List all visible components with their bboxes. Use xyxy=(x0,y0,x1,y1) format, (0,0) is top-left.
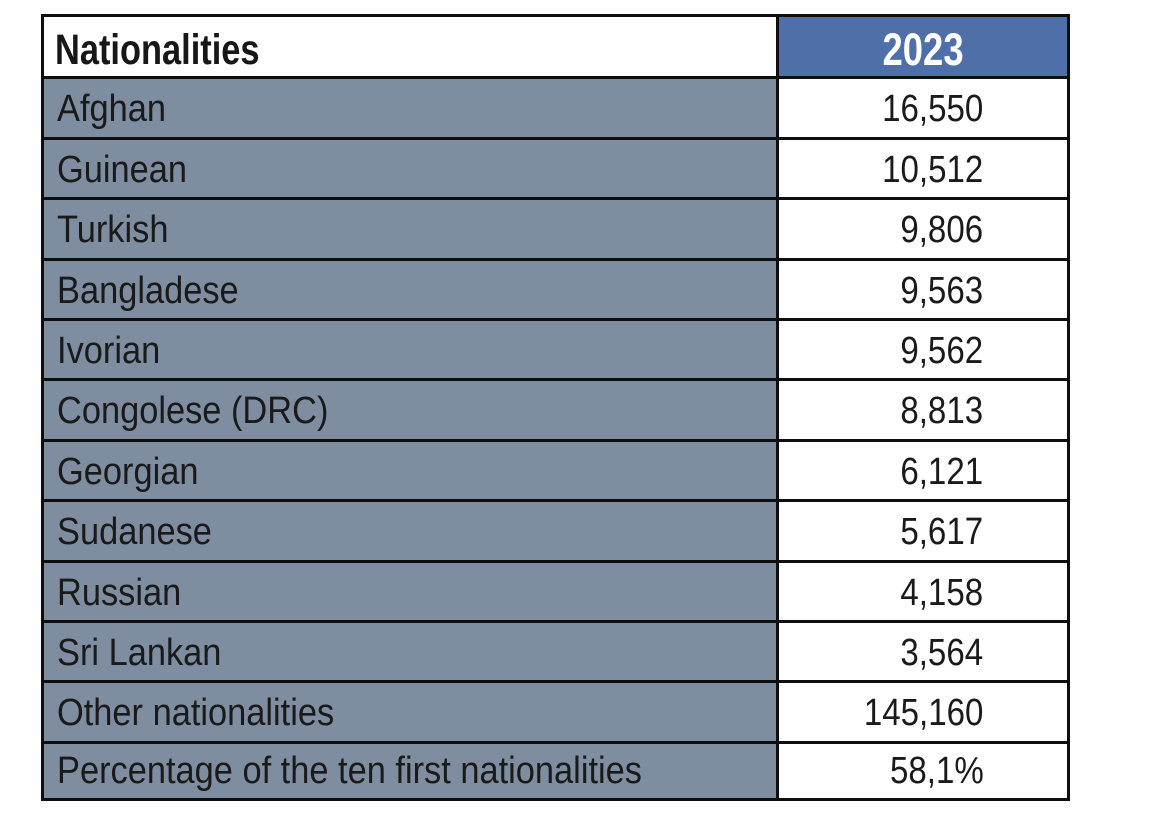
nationality-cell: Congolese (DRC) xyxy=(44,381,780,442)
value-label: 9,562 xyxy=(900,329,984,372)
nationalities-table: Nationalities 2023 Afghan 16,550 Guinean… xyxy=(41,14,1071,801)
value-cell: 8,813 xyxy=(779,381,1068,442)
header-cell-2023: 2023 xyxy=(779,17,1068,80)
value-label: 10,512 xyxy=(882,148,984,191)
nationality-label: Ivorian xyxy=(56,329,161,372)
value-label: 16,550 xyxy=(882,88,984,131)
value-label: 4,158 xyxy=(900,571,984,614)
nationality-cell: Other nationalities xyxy=(44,683,780,744)
table-row: Afghan 16,550 xyxy=(44,79,1068,140)
nationality-label: Bangladese xyxy=(56,269,239,312)
nationality-label: Sudanese xyxy=(56,511,212,554)
nationality-label: Percentage of the ten first nationalitie… xyxy=(56,749,642,792)
nationality-cell: Afghan xyxy=(44,79,780,140)
table-row: Other nationalities 145,160 xyxy=(44,683,1068,744)
nationality-label: Georgian xyxy=(56,450,199,493)
value-cell: 145,160 xyxy=(779,683,1068,744)
table-row: Percentage of the ten first nationalitie… xyxy=(44,743,1068,798)
value-label: 6,121 xyxy=(900,450,984,493)
header-cell-nationalities: Nationalities xyxy=(44,17,780,80)
header-label-nationalities: Nationalities xyxy=(55,25,260,74)
nationality-cell: Russian xyxy=(44,562,780,623)
value-label: 58,1% xyxy=(889,749,984,792)
table-row: Ivorian 9,562 xyxy=(44,320,1068,382)
nationality-label: Sri Lankan xyxy=(56,631,222,674)
table-row: Guinean 10,512 xyxy=(44,139,1068,201)
value-label: 8,813 xyxy=(900,390,984,433)
nationality-cell: Percentage of the ten first nationalitie… xyxy=(44,743,780,798)
table-row: Sri Lankan 3,564 xyxy=(44,622,1068,684)
value-cell: 9,562 xyxy=(779,320,1068,382)
value-cell: 5,617 xyxy=(779,502,1068,563)
table-row: Turkish 9,806 xyxy=(44,200,1068,261)
nationality-label: Congolese (DRC) xyxy=(56,390,329,433)
value-label: 3,564 xyxy=(900,631,984,674)
value-label: 9,806 xyxy=(900,209,984,252)
table-row: Russian 4,158 xyxy=(44,562,1068,623)
header-row: Nationalities 2023 xyxy=(44,17,1068,80)
value-cell: 6,121 xyxy=(779,441,1068,503)
value-cell: 58,1% xyxy=(779,743,1068,798)
table-container: Nationalities 2023 Afghan 16,550 Guinean… xyxy=(41,14,1071,801)
nationality-cell: Bangladese xyxy=(44,260,780,321)
table-row: Congolese (DRC) 8,813 xyxy=(44,381,1068,442)
nationality-cell: Georgian xyxy=(44,441,780,503)
value-cell: 9,563 xyxy=(779,260,1068,321)
value-label: 9,563 xyxy=(900,269,984,312)
table-body: Afghan 16,550 Guinean 10,512 Turkish 9,8… xyxy=(44,79,1068,798)
header-label-2023: 2023 xyxy=(882,24,964,76)
nationality-label: Other nationalities xyxy=(56,692,335,735)
value-label: 5,617 xyxy=(900,511,984,554)
nationality-cell: Guinean xyxy=(44,139,780,201)
nationality-label: Guinean xyxy=(56,148,187,191)
nationality-cell: Turkish xyxy=(44,200,780,261)
nationality-cell: Sri Lankan xyxy=(44,622,780,684)
table-row: Bangladese 9,563 xyxy=(44,260,1068,321)
table-row: Georgian 6,121 xyxy=(44,441,1068,503)
table-row: Sudanese 5,617 xyxy=(44,502,1068,563)
nationality-cell: Ivorian xyxy=(44,320,780,382)
value-cell: 3,564 xyxy=(779,622,1068,684)
nationality-cell: Sudanese xyxy=(44,502,780,563)
value-label: 145,160 xyxy=(863,692,984,735)
nationality-label: Russian xyxy=(56,571,182,614)
value-cell: 10,512 xyxy=(779,139,1068,201)
value-cell: 16,550 xyxy=(779,79,1068,140)
nationality-label: Turkish xyxy=(56,209,169,252)
value-cell: 9,806 xyxy=(779,200,1068,261)
nationality-label: Afghan xyxy=(56,88,166,131)
value-cell: 4,158 xyxy=(779,562,1068,623)
